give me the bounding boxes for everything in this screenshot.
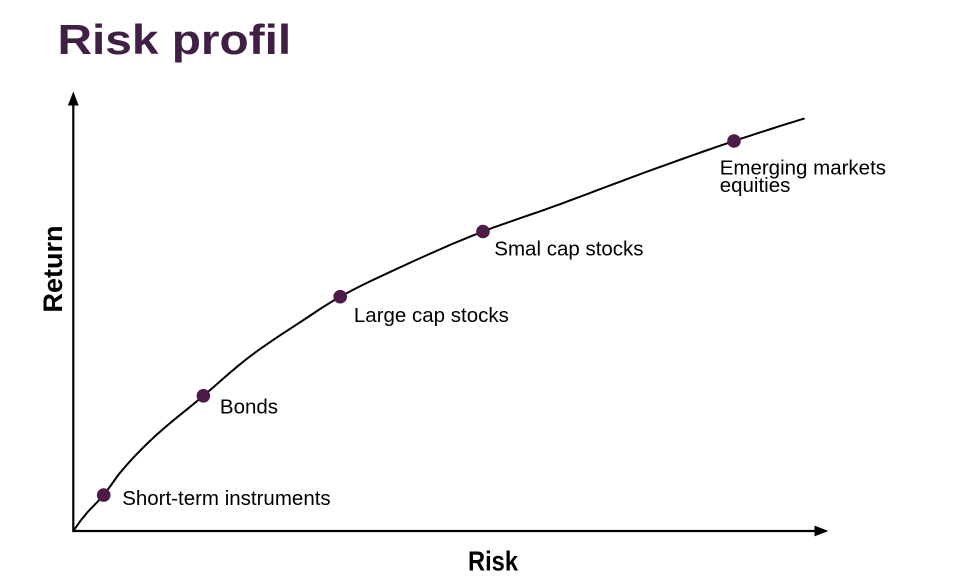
svg-text:Risk profil: Risk profil (58, 16, 292, 64)
svg-text:equities: equities (720, 174, 791, 197)
svg-text:Large cap stocks: Large cap stocks (354, 304, 509, 327)
svg-text:Bonds: Bonds (220, 396, 278, 419)
svg-text:Smal cap stocks: Smal cap stocks (494, 237, 643, 260)
svg-text:Short-term instruments: Short-term instruments (122, 487, 330, 510)
svg-text:Return: Return (38, 226, 68, 313)
svg-text:Risk: Risk (468, 547, 518, 577)
svg-text:Emerging markets: Emerging markets (720, 157, 886, 180)
